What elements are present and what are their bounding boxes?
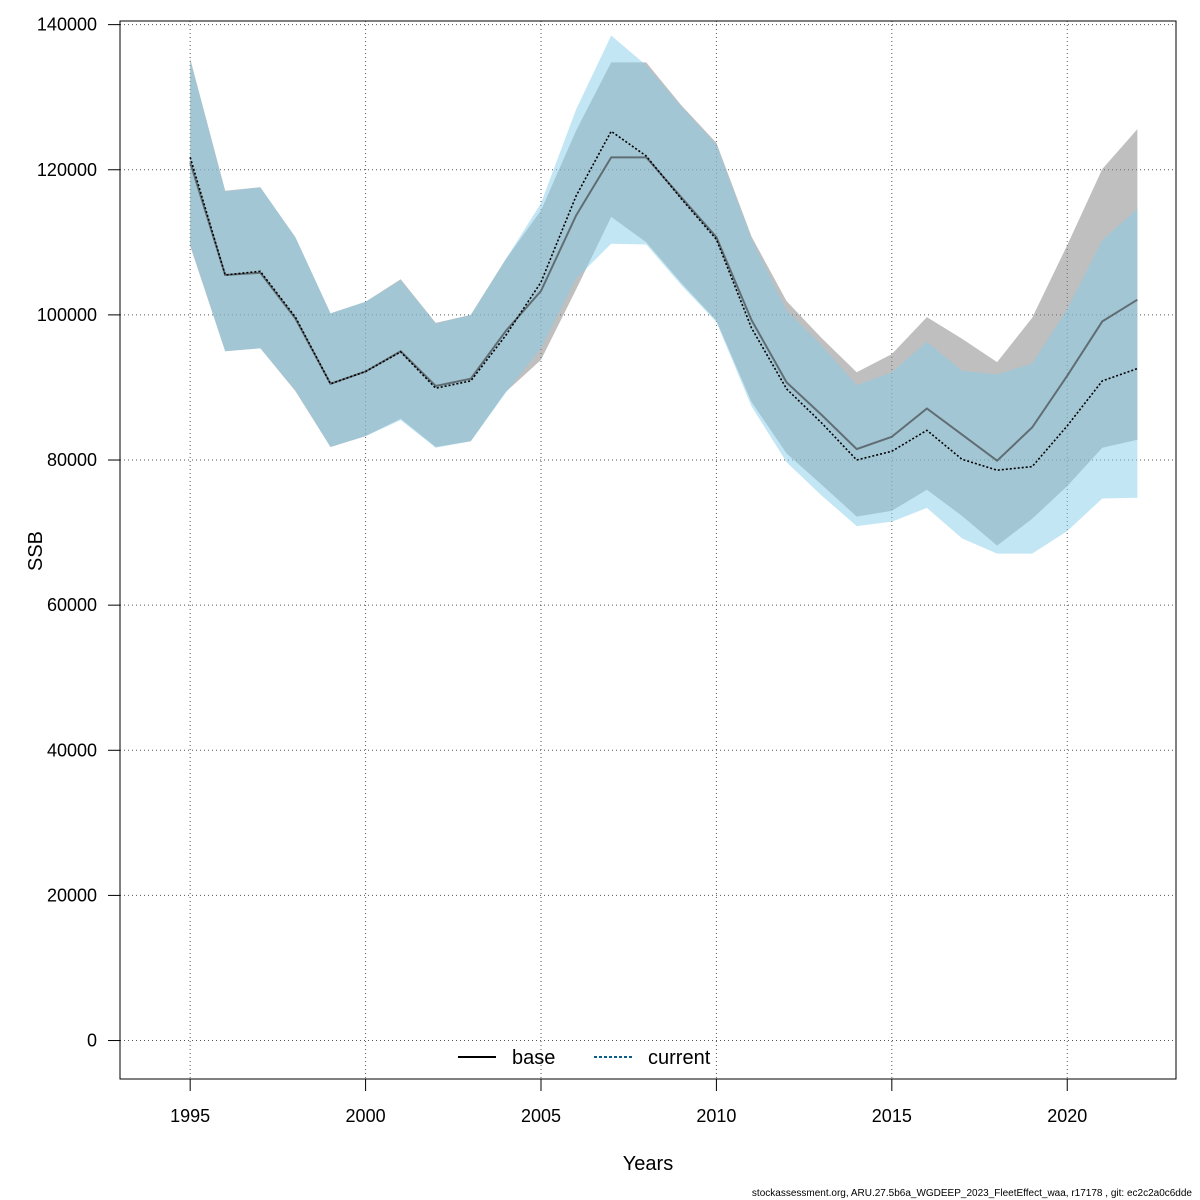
y-axis: 0 20000 40000 60000 80000 100000 120000 140000 [37,15,120,1051]
x-tick-label: 2000 [346,1106,386,1126]
y-tick-label: 120000 [37,160,97,180]
legend-base-label: base [512,1047,555,1069]
x-tick-label: 2020 [1047,1106,1087,1126]
y-tick-label: 40000 [47,740,97,760]
y-tick-label: 100000 [37,305,97,325]
footer-caption: stockassessment.org, ARU.27.5b6a_WGDEEP_… [752,1188,1193,1199]
y-tick-label: 20000 [47,885,97,905]
y-axis-title: SSB [25,531,47,571]
y-tick-label: 0 [87,1031,97,1051]
x-axis: 1995 2000 2005 2010 2015 2020 [170,1079,1087,1126]
y-tick-label: 140000 [37,15,97,35]
y-tick-label: 80000 [47,450,97,470]
legend: base current [458,1047,711,1069]
legend-current-label: current [648,1047,711,1069]
x-tick-label: 2010 [696,1106,736,1126]
x-axis-title: Years [623,1153,673,1175]
x-tick-label: 2005 [521,1106,561,1126]
y-tick-label: 60000 [47,595,97,615]
line-current [189,130,1138,472]
x-tick-label: 1995 [170,1106,210,1126]
band-current [190,35,1138,554]
plot-frame [119,20,1177,1080]
confidence-bands [190,35,1138,554]
x-tick-label: 2015 [872,1106,912,1126]
series-lines [189,130,1138,472]
